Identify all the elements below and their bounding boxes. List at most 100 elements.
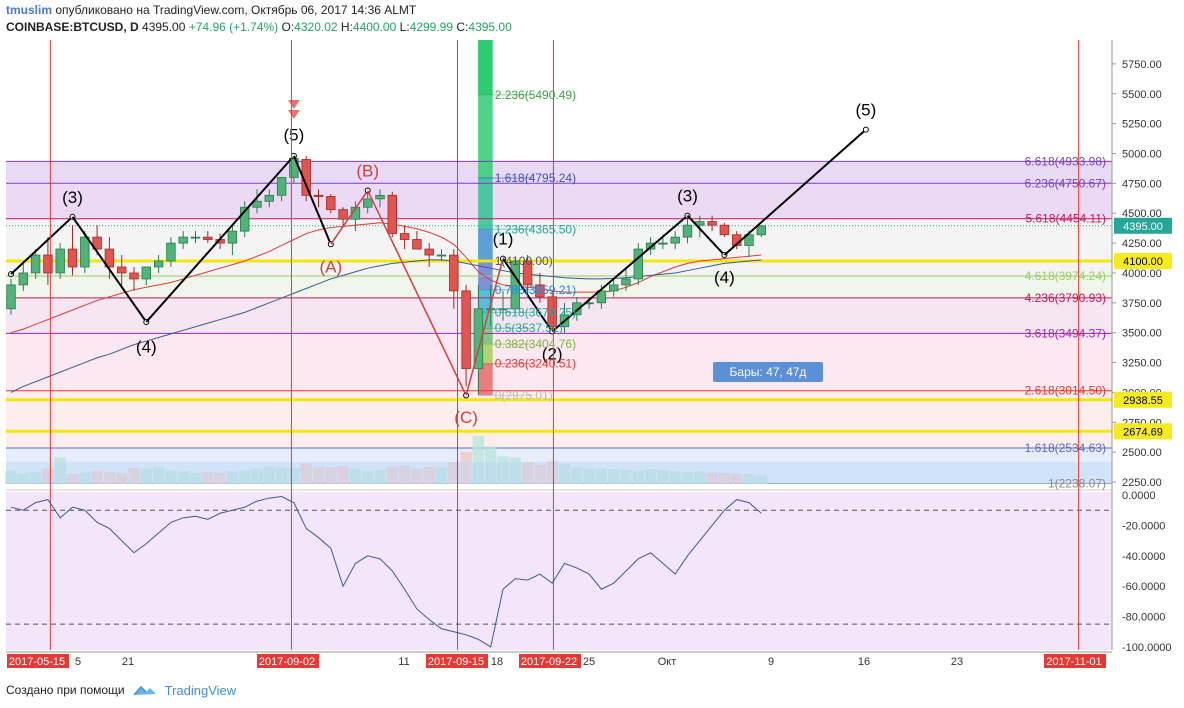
indicator-tick-label[interactable]: 0.0000 — [1122, 490, 1156, 502]
price-axis[interactable]: 5750.00 5500.00 5250.00 5000.00 4750.00 4500.… — [1111, 40, 1184, 654]
time-tick-label[interactable]: 23 — [951, 656, 963, 668]
candle-body[interactable] — [485, 308, 496, 311]
candle-body[interactable] — [92, 236, 102, 250]
candle-body[interactable] — [522, 260, 533, 286]
candle-body[interactable] — [313, 194, 324, 197]
price-tick-label[interactable]: 3750.00 — [1122, 298, 1162, 310]
wave-segment[interactable] — [145, 155, 295, 323]
price-tick-label[interactable]: 5750.00 — [1122, 59, 1162, 71]
candle-body[interactable] — [362, 198, 373, 208]
candle-body[interactable] — [326, 196, 336, 211]
candle-body[interactable] — [449, 254, 459, 292]
candle-body[interactable] — [264, 194, 275, 202]
candle-body[interactable] — [375, 194, 385, 200]
time-tick-label[interactable]: 16 — [858, 656, 870, 668]
candle-body[interactable] — [399, 233, 410, 240]
candle-body[interactable] — [707, 221, 717, 226]
candle-body[interactable] — [30, 254, 41, 274]
indicator-tick-label[interactable]: -80.0000 — [1122, 612, 1165, 624]
candle-body[interactable] — [116, 266, 127, 274]
candle-body[interactable] — [621, 278, 631, 286]
wave-label[interactable]: (C) — [454, 408, 478, 427]
candle-body[interactable] — [596, 290, 607, 304]
candle-body[interactable] — [276, 176, 287, 196]
candle-body[interactable] — [43, 254, 53, 274]
wave-label[interactable]: (5) — [855, 101, 876, 120]
wave-label[interactable]: (1) — [493, 230, 514, 249]
wave-segment[interactable] — [292, 155, 332, 245]
wave-segment[interactable] — [502, 258, 554, 333]
candle-body[interactable] — [67, 248, 78, 268]
wave-segment[interactable] — [71, 216, 148, 323]
candle-body[interactable] — [744, 234, 754, 246]
candle-body[interactable] — [572, 302, 582, 316]
indicator-tick-label[interactable]: -40.0000 — [1122, 551, 1165, 563]
time-tick-label[interactable]: 9 — [768, 656, 774, 668]
indicator-tick-label[interactable]: -60.0000 — [1122, 581, 1165, 593]
candle-body[interactable] — [547, 296, 557, 328]
candle-body[interactable] — [756, 225, 767, 236]
wave-segment[interactable] — [465, 258, 504, 396]
candle-body[interactable] — [719, 224, 730, 236]
candle-body[interactable] — [387, 194, 398, 234]
price-tick-label[interactable]: 2250.00 — [1122, 477, 1162, 489]
time-axis[interactable]: 2017-05-15 5 21 2017-09-02 11 2017-09-15 18 201… — [6, 651, 1112, 669]
candle-body[interactable] — [608, 284, 619, 292]
time-tick-label[interactable]: 5 — [75, 656, 81, 668]
price-tick-label[interactable]: 5000.00 — [1122, 148, 1162, 160]
author-name[interactable]: tmuslim — [6, 3, 53, 17]
candle-body[interactable] — [239, 206, 250, 232]
candle-body[interactable] — [682, 224, 693, 238]
candle-body[interactable] — [252, 200, 262, 208]
time-tick-label[interactable]: 2017-11-01 — [1046, 656, 1101, 668]
indicator-tick-label[interactable]: -100.0000 — [1122, 642, 1172, 654]
indicator-line[interactable] — [10, 496, 762, 648]
price-tick-label[interactable]: 3250.00 — [1122, 358, 1162, 370]
candle-body[interactable] — [498, 308, 508, 311]
wave-label[interactable]: (3) — [677, 187, 698, 206]
candle-body[interactable] — [412, 239, 422, 250]
time-tick-label[interactable]: 2017-05-15 — [9, 656, 65, 668]
candle-body[interactable] — [461, 290, 471, 369]
wave-label[interactable]: (3) — [62, 188, 83, 207]
candle-body[interactable] — [203, 236, 213, 240]
candle-body[interactable] — [104, 248, 115, 268]
time-tick-label[interactable]: Окт — [658, 656, 677, 668]
candle-body[interactable] — [473, 308, 484, 369]
wave-label[interactable]: (4) — [136, 337, 157, 356]
price-tick-label[interactable]: 5250.00 — [1122, 119, 1162, 131]
wave-segment[interactable] — [723, 128, 867, 256]
price-tick-label[interactable]: 4750.00 — [1122, 178, 1162, 190]
candle-body[interactable] — [166, 242, 176, 262]
wave-node[interactable] — [862, 126, 869, 133]
price-tick-label[interactable]: 4500.00 — [1122, 208, 1162, 220]
wave-segment[interactable] — [551, 214, 689, 333]
candle-body[interactable] — [535, 284, 545, 298]
price-tick-label[interactable]: 2500.00 — [1122, 447, 1162, 459]
price-tick-label[interactable]: 5500.00 — [1122, 89, 1162, 101]
candle-body[interactable] — [55, 248, 65, 274]
wave-segment[interactable] — [367, 190, 467, 396]
time-tick-label[interactable]: 2017-09-22 — [521, 656, 577, 668]
candle-body[interactable] — [80, 236, 90, 268]
time-tick-label[interactable]: 21 — [122, 656, 134, 668]
time-tick-label[interactable]: 2017-09-02 — [259, 656, 315, 668]
wave-label[interactable]: (A) — [319, 257, 342, 276]
candle-body[interactable] — [18, 272, 29, 286]
candle-body[interactable] — [424, 248, 434, 256]
candle-body[interactable] — [6, 284, 16, 310]
wave-label[interactable]: (2) — [542, 344, 563, 363]
candle-body[interactable] — [670, 236, 680, 244]
indicator-tick-label[interactable]: -20.0000 — [1122, 520, 1165, 532]
candle-body[interactable] — [658, 242, 668, 245]
candle-body[interactable] — [153, 260, 164, 268]
price-tick-label[interactable]: 4250.00 — [1122, 238, 1162, 250]
candle-body[interactable] — [436, 254, 447, 257]
time-tick-label[interactable]: 18 — [491, 656, 503, 668]
wave-label[interactable]: (5) — [284, 126, 305, 145]
candle-body[interactable] — [227, 230, 238, 244]
time-tick-label[interactable]: 25 — [583, 656, 595, 668]
candle-body[interactable] — [178, 236, 188, 244]
wave-label[interactable]: (4) — [714, 268, 735, 287]
chart-canvas[interactable]: (3) (4) (5) (A) (B) (C) (1) (2) (3) (4) (5) 6.618(… — [0, 0, 1184, 680]
